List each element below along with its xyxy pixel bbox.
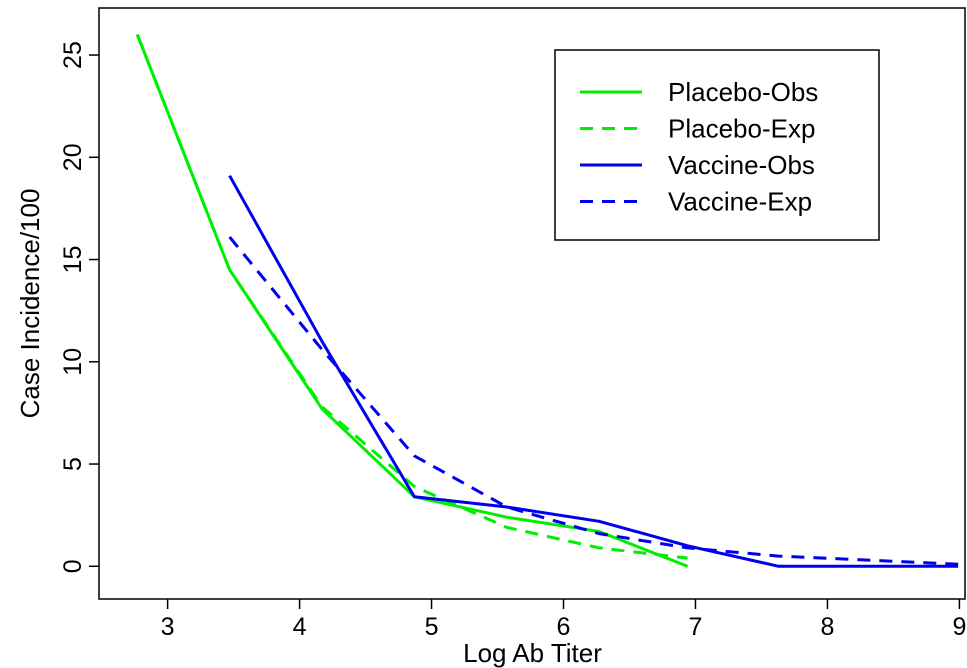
legend: Placebo-Obs Placebo-Exp Vaccine-Obs Vaccine…: [554, 49, 880, 241]
x-tick-label: 8: [820, 613, 834, 641]
x-tick-label: 9: [952, 613, 966, 641]
series-line-placebo-exp: [135, 34, 688, 560]
legend-box: [554, 49, 880, 241]
series-line-vaccine-exp: [228, 236, 959, 566]
x-tick-label: 3: [161, 613, 175, 641]
x-axis-title: Log Ab Titer: [463, 638, 602, 668]
y-tick-label: 20: [59, 143, 87, 171]
y-tick-label: 0: [59, 559, 87, 573]
x-tick-label: 4: [293, 613, 307, 641]
x-tick-label: 6: [557, 613, 571, 641]
y-tick-label: 15: [59, 246, 87, 274]
legend-label: Vaccine-Obs: [668, 150, 815, 180]
series-line-vaccine-obs: [228, 174, 959, 568]
y-tick-label: 25: [59, 41, 87, 69]
plot-area-frame: [98, 7, 966, 600]
y-tick-label: 5: [59, 457, 87, 471]
y-tick-label: 10: [59, 348, 87, 376]
legend-label: Placebo-Obs: [668, 77, 818, 107]
legend-label: Vaccine-Exp: [668, 187, 812, 217]
y-axis-title: Case Incidence/100: [15, 189, 45, 419]
legend-label: Placebo-Exp: [668, 114, 815, 144]
x-tick-label: 5: [425, 613, 439, 641]
x-tick-label: 7: [689, 613, 703, 641]
